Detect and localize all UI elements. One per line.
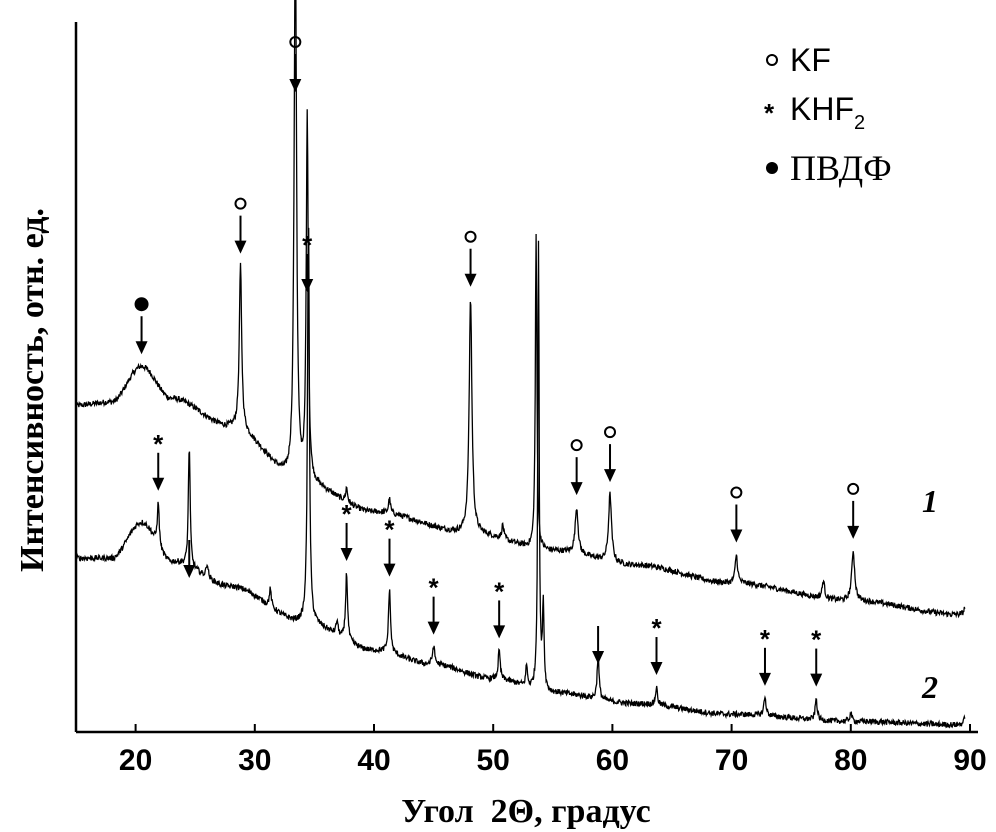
annotation-arrow-head (135, 341, 148, 355)
star-marker: * (153, 429, 164, 459)
annotation-arrow-head (427, 621, 440, 635)
curve-label-2: 2 (921, 669, 938, 705)
star-marker: * (811, 625, 822, 655)
annotation-arrow-head (570, 482, 583, 496)
open-circle-marker (464, 230, 477, 243)
star-marker: * (302, 230, 313, 260)
legend-label-khf2-main: KHF (790, 91, 854, 127)
filled-circle-marker (134, 297, 149, 312)
annotation-arrow-head (592, 651, 605, 664)
x-tick-label: 90 (953, 744, 986, 777)
annotation-arrow-head (650, 662, 663, 676)
x-tick-label: 40 (357, 744, 390, 777)
legend-item-khf2: * KHF2 (764, 91, 865, 134)
series-line-2 (75, 227, 966, 729)
annotation-arrow-head (847, 525, 860, 539)
open-circle-marker (847, 482, 860, 495)
annotation-arrow-head (493, 625, 506, 639)
legend-label-pvdf: ПВДФ (790, 148, 892, 188)
peak-annotations: * * * * * * * * * (134, 36, 860, 687)
star-marker: * (429, 573, 440, 603)
open-circle-marker (570, 439, 583, 452)
star-marker: * (760, 624, 771, 654)
star-marker: * (342, 499, 353, 529)
annotation-arrow-head (464, 273, 477, 287)
curve-label-1: 1 (922, 483, 938, 519)
star-marker: * (384, 515, 395, 545)
annotation-arrow-head (340, 547, 353, 561)
star-marker: * (651, 613, 662, 643)
series-line-1 (75, 0, 966, 619)
y-axis-title: Интенсивность, отн. ед. (14, 208, 51, 572)
x-tick-label: 70 (715, 744, 748, 777)
filled-circle-icon (766, 162, 778, 174)
annotation-arrow-head (604, 469, 617, 483)
x-axis-title: Угол 2Θ, градус (401, 793, 650, 830)
x-tick-label: 50 (477, 744, 510, 777)
star-icon: * (764, 98, 775, 128)
legend-item-pvdf: ПВДФ (766, 148, 892, 188)
open-circle-marker (234, 197, 247, 210)
annotation-arrow-head (301, 279, 314, 292)
star-marker: * (494, 576, 505, 606)
x-tick-label: 80 (834, 744, 867, 777)
legend: KF * KHF2 ПВДФ (764, 42, 892, 188)
plot-area: 12 (75, 0, 966, 729)
legend-label-khf2: KHF2 (790, 91, 865, 134)
x-ticks: 20 30 40 50 60 70 80 90 (119, 724, 987, 777)
annotation-arrow-head (810, 673, 823, 687)
annotation-arrow-head (152, 477, 165, 491)
annotation-arrow-head (758, 672, 771, 686)
annotation-arrow-head (289, 79, 302, 92)
legend-label-khf2-sub: 2 (854, 112, 865, 134)
annotation-arrow-head (183, 565, 196, 578)
x-tick-label: 30 (238, 744, 271, 777)
legend-item-kf: KF (766, 42, 831, 78)
annotation-arrow-head (234, 240, 247, 254)
legend-label-kf: KF (790, 42, 831, 78)
axes (74, 22, 978, 734)
x-tick-label: 20 (119, 744, 152, 777)
open-circle-icon (766, 54, 778, 66)
open-circle-marker (730, 486, 743, 499)
open-circle-marker (289, 36, 302, 48)
x-tick-label: 60 (596, 744, 629, 777)
open-circle-marker (604, 426, 617, 439)
annotation-arrow-head (383, 563, 396, 577)
annotation-arrow-head (730, 529, 743, 543)
